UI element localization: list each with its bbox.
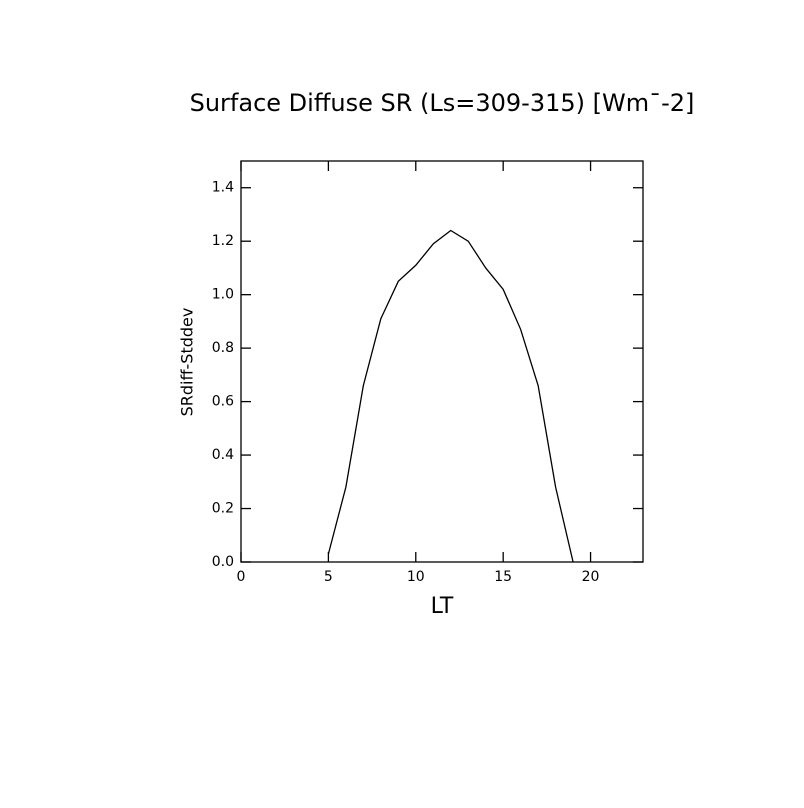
y-tick-label: 1.2 (212, 233, 234, 249)
y-tick-label: 1.4 (212, 180, 234, 196)
chart-title: Surface Diffuse SR (Ls=309-315) [Wm¯-2] (190, 89, 695, 117)
y-tick-label: 0.8 (212, 340, 234, 356)
data-line (327, 229, 574, 563)
x-tick-label: 5 (324, 569, 333, 585)
y-tick-label: 0.0 (212, 554, 234, 570)
y-tick-label: 1.0 (212, 287, 234, 303)
x-tick-label: 0 (237, 569, 246, 585)
y-tick-label: 0.2 (212, 501, 234, 517)
x-tick-label: 20 (582, 569, 600, 585)
y-axis-label: SRdiff-Stddev (178, 308, 197, 417)
plot-frame (240, 160, 644, 563)
x-tick-label: 15 (494, 569, 512, 585)
x-tick-label: 10 (407, 569, 425, 585)
y-tick-label: 0.4 (212, 447, 234, 463)
y-tick-label: 0.6 (212, 394, 234, 410)
x-axis-label: LT (431, 594, 454, 619)
